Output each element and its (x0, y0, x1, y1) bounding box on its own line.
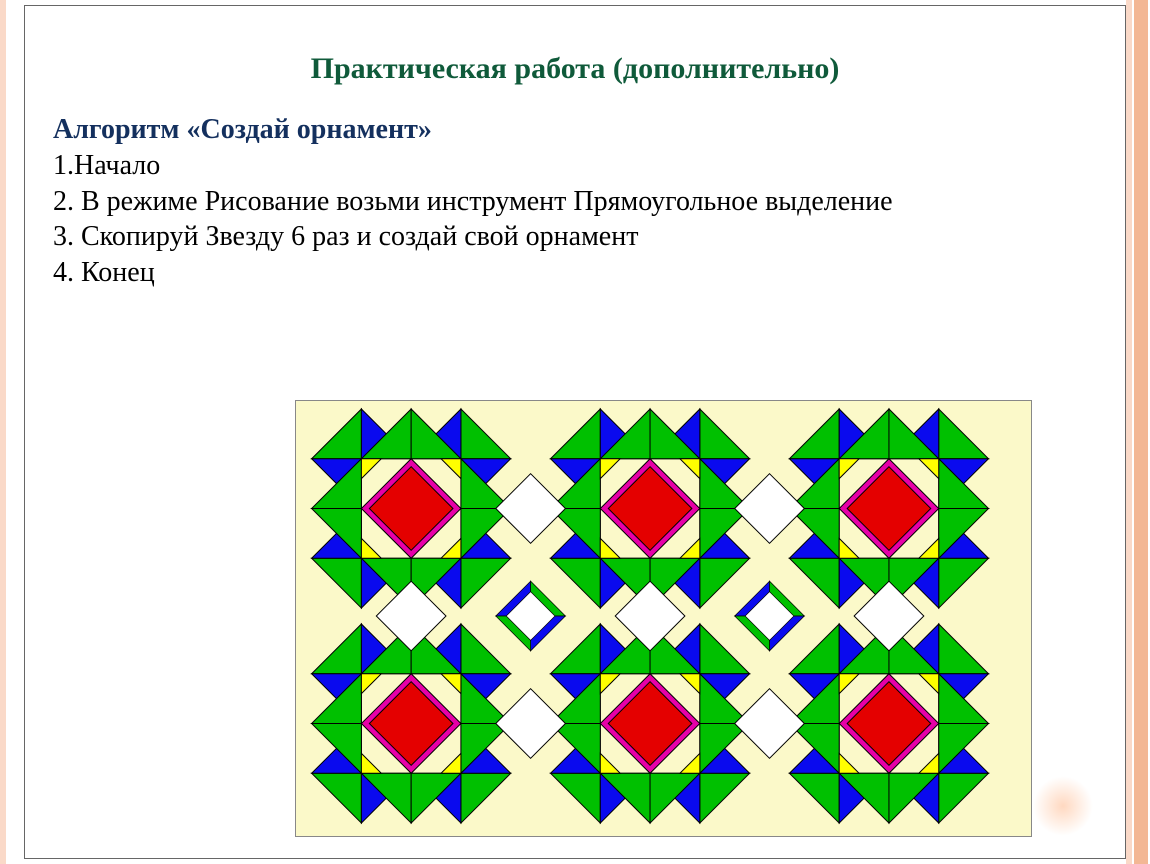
ornament-svg (296, 401, 1031, 836)
corner-decoration (1033, 776, 1093, 836)
ornament-diagram (295, 400, 1032, 837)
stripe-right-1 (1126, 0, 1132, 864)
slide-area: Практическая работа (дополнительно) Алго… (24, 5, 1126, 859)
step-line: 2. В режиме Рисование возьми инструмент … (53, 184, 1095, 220)
stripe-left-1 (0, 0, 6, 864)
page-title: Практическая работа (дополнительно) (25, 52, 1125, 86)
step-line: 1.Начало (53, 148, 1095, 184)
step-line: 4. Конец (53, 255, 1095, 291)
body-text: Алгоритм «Создай орнамент» 1.Начало 2. В… (53, 112, 1095, 291)
subtitle: Алгоритм «Создай орнамент» (53, 112, 1095, 148)
step-line: 3. Скопируй Звезду 6 раз и создай свой о… (53, 219, 1095, 255)
stripe-right-2 (1134, 0, 1148, 864)
